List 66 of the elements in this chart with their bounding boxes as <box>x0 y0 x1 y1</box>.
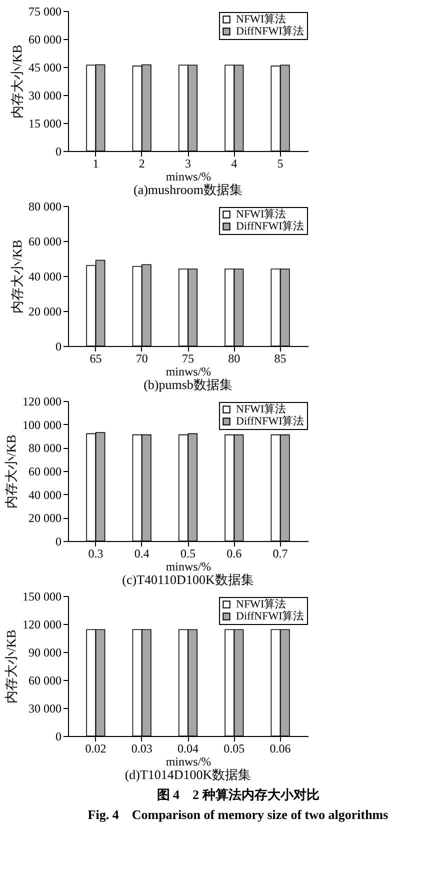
legend-label: NFWI算法 <box>236 12 286 26</box>
y-axis-title: 内存大小/KB <box>10 44 24 118</box>
y-tick-label: 60 000 <box>28 234 62 248</box>
x-tick-label: 4 <box>231 156 238 170</box>
x-axis-title: minws/% <box>166 170 212 184</box>
x-tick-label: 2 <box>138 156 145 170</box>
x-tick-label: 0.03 <box>131 742 152 756</box>
x-tick-label: 80 <box>228 352 240 366</box>
y-axis-title: 内存大小/KB <box>4 434 18 508</box>
text: (b)pumsb数据集 <box>144 377 232 392</box>
y-tick-label: 100 000 <box>22 418 62 432</box>
y-tick-label: 0 <box>56 144 62 158</box>
x-tick-label: 0.04 <box>178 742 198 756</box>
x-tick-label: 0.7 <box>272 546 288 560</box>
legend-label: DiffNFWI算法 <box>236 414 304 428</box>
legend-label: DiffNFWI算法 <box>236 610 304 622</box>
legend-label: NFWI算法 <box>236 598 286 610</box>
y-tick-label: 0 <box>56 534 62 548</box>
y-tick-label: 120 000 <box>22 394 62 408</box>
y-tick-label: 0 <box>56 340 62 354</box>
x-tick-label: 0.6 <box>226 546 242 560</box>
text: (d)T1014D100K数据集 <box>124 767 252 782</box>
text: (a)mushroom数据集 <box>133 182 243 197</box>
y-tick-label: 80 000 <box>28 441 62 456</box>
legend-label: NFWI算法 <box>236 402 286 416</box>
x-axis-title: minws/% <box>166 364 212 378</box>
x-tick-label: 70 <box>136 352 148 366</box>
x-axis-title: minws/% <box>166 560 212 574</box>
caption: 图 4 2 种算法内存大小对比 <box>156 787 320 802</box>
y-tick-label: 40 000 <box>28 488 62 502</box>
y-tick-label: 0 <box>56 730 62 744</box>
y-tick-label: 75 000 <box>28 4 62 18</box>
y-tick-label: 120 000 <box>22 618 62 632</box>
x-tick-label: 0.06 <box>270 742 291 756</box>
caption: Fig. 4 Comparison of memory size of two algorithms <box>88 807 388 822</box>
y-tick-label: 30 000 <box>28 88 62 102</box>
y-tick-label: 80 000 <box>28 200 62 214</box>
y-tick-label: 20 000 <box>28 304 62 318</box>
x-tick-label: 0.5 <box>180 546 196 560</box>
x-tick-label: 3 <box>185 156 191 170</box>
y-tick-label: 45 000 <box>28 60 62 74</box>
legend-label: DiffNFWI算法 <box>236 24 304 38</box>
legend-label: NFWI算法 <box>236 208 286 220</box>
x-tick-label: 75 <box>182 352 194 366</box>
x-tick-label: 65 <box>90 352 102 366</box>
y-tick-label: 150 000 <box>22 590 62 604</box>
x-tick-label: 0.02 <box>85 742 106 756</box>
x-tick-label: 0.05 <box>224 742 245 756</box>
x-tick-label: 5 <box>277 156 284 170</box>
y-tick-label: 60 000 <box>28 32 62 46</box>
y-tick-label: 40 000 <box>28 270 62 284</box>
x-tick-label: 85 <box>274 352 286 366</box>
y-tick-label: 15 000 <box>28 116 62 130</box>
x-tick-label: 0.3 <box>88 546 104 560</box>
y-axis-title: 内存大小/KB <box>4 629 18 704</box>
y-tick-label: 90 000 <box>28 646 62 660</box>
legend-label: DiffNFWI算法 <box>236 220 304 232</box>
x-tick-label: 1 <box>92 156 99 170</box>
text: (c)T40110D100K数据集 <box>122 572 254 587</box>
y-tick-label: 30 000 <box>28 702 62 716</box>
y-axis-title: 内存大小/KB <box>10 239 24 314</box>
x-axis-title: minws/% <box>166 754 212 768</box>
y-tick-label: 60 000 <box>28 464 62 478</box>
y-tick-label: 20 000 <box>28 511 62 526</box>
x-tick-label: 0.4 <box>134 546 150 560</box>
y-tick-label: 60 000 <box>28 674 62 688</box>
